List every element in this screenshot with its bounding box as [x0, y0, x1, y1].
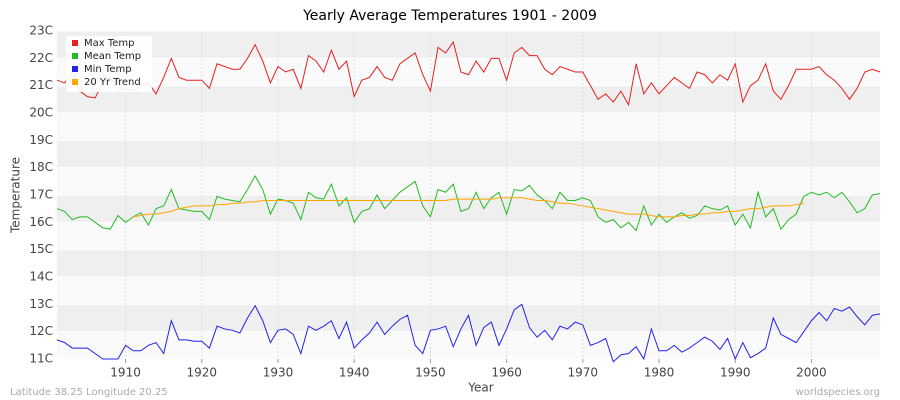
- x-tick-label: 1910: [110, 366, 141, 380]
- grid-band: [57, 85, 880, 113]
- y-tick-label: 11C: [29, 352, 53, 366]
- grid-band: [57, 304, 880, 332]
- x-tick-label: 2000: [796, 366, 827, 380]
- legend-label: Max Temp: [84, 38, 135, 49]
- grid-band: [57, 249, 880, 277]
- legend-label: Mean Temp: [84, 51, 141, 62]
- legend-label: Min Temp: [84, 64, 132, 75]
- x-tick-label: 1960: [491, 366, 522, 380]
- x-tick-label: 1950: [415, 366, 446, 380]
- legend-label: 20 Yr Trend: [84, 77, 141, 88]
- y-tick-label: 12C: [29, 324, 53, 338]
- x-tick-label: 1940: [339, 366, 370, 380]
- series-line: [56, 174, 881, 232]
- x-tick-label: 1970: [568, 366, 599, 380]
- y-tick-label: 14C: [29, 270, 53, 284]
- series-line: [56, 303, 881, 363]
- footer-left: Latitude 38.25 Longitude 20.25: [10, 387, 168, 398]
- footer-right: worldspecies.org: [796, 387, 880, 398]
- y-axis-label: Temperature: [9, 157, 23, 234]
- y-tick-label: 21C: [29, 78, 53, 92]
- y-tick-label: 19C: [29, 133, 53, 147]
- plot-area: [57, 30, 880, 360]
- y-tick-label: 15C: [29, 242, 53, 256]
- grid-band: [57, 140, 880, 168]
- y-tick-label: 22C: [29, 51, 53, 65]
- legend-swatch: [72, 40, 78, 46]
- chart-title: Yearly Average Temperatures 1901 - 2009: [302, 8, 597, 24]
- series-line: [56, 40, 881, 107]
- y-tick-label: 23C: [29, 24, 53, 38]
- y-tick-label: 20C: [29, 106, 53, 120]
- x-tick-label: 1920: [187, 366, 218, 380]
- y-tick-label: 16C: [29, 215, 53, 229]
- x-tick-label: 1990: [720, 366, 751, 380]
- legend-swatch: [72, 53, 78, 59]
- x-axis-label: Year: [467, 381, 493, 395]
- x-tick-label: 1930: [263, 366, 294, 380]
- y-tick-label: 18C: [29, 160, 53, 174]
- y-tick-label: 13C: [29, 297, 53, 311]
- legend-swatch: [72, 66, 78, 72]
- series-line: [133, 197, 804, 218]
- legend-swatch: [72, 79, 78, 85]
- grid-band: [57, 31, 880, 59]
- x-tick-label: 1980: [644, 366, 675, 380]
- y-tick-label: 17C: [29, 188, 53, 202]
- legend-box: [66, 36, 152, 92]
